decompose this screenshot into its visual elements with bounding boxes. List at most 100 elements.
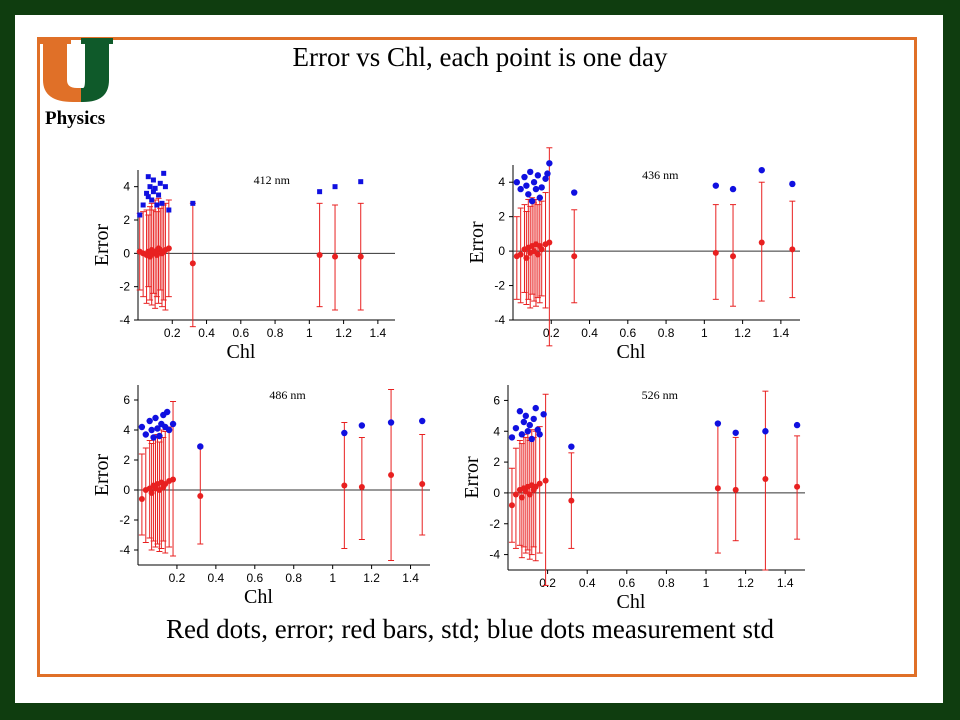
logo-text: Physics <box>45 108 106 129</box>
measurement-std-point <box>152 185 158 191</box>
x-tick-label: 1 <box>701 326 708 340</box>
measurement-std-point <box>145 194 151 200</box>
measurement-std-point <box>714 420 722 427</box>
measurement-std-point <box>150 177 156 183</box>
error-point <box>526 491 533 498</box>
measurement-std-point <box>517 185 524 193</box>
measurement-std-point <box>525 191 532 198</box>
y-tick-label: 6 <box>123 393 130 407</box>
error-point <box>568 497 575 504</box>
error-point <box>730 253 737 260</box>
y-axis-label: Error <box>91 454 113 497</box>
measurement-std-point <box>520 418 528 426</box>
measurement-std-point <box>150 189 156 195</box>
error-point <box>538 246 545 253</box>
x-tick-label: 0.8 <box>658 326 675 340</box>
chart-panel-412nm: 4 2 0 -2 -4 0.2 0.4 0.6 0.8 1 1.2 1.4 Error Chl 412 nm <box>90 160 410 363</box>
x-tick-label: 0.4 <box>208 571 225 585</box>
y-tick-label: -2 <box>489 517 500 531</box>
chart-panel-436nm: 4 2 0 -2 -4 0.2 0.4 0.6 0.8 1 1.2 1.4 Error Chl 436 nm <box>465 147 810 363</box>
y-tick-label: 6 <box>493 393 500 407</box>
x-tick-label: 0.2 <box>543 326 560 340</box>
measurement-std-point <box>159 200 165 206</box>
measurement-std-point <box>538 184 545 191</box>
measurement-std-point <box>546 160 553 167</box>
panel-title: 486 nm <box>269 388 306 402</box>
measurement-std-point <box>758 166 765 174</box>
measurement-std-point <box>762 428 769 435</box>
x-tick-label: 0.4 <box>198 326 215 340</box>
measurement-std-point <box>513 179 521 186</box>
measurement-std-point <box>142 431 149 438</box>
measurement-std-point <box>530 415 537 423</box>
x-tick-label: 1 <box>703 576 710 590</box>
measurement-std-point <box>387 419 395 426</box>
measurement-std-point <box>536 194 543 201</box>
error-point <box>332 253 339 260</box>
x-tick-label: 0.4 <box>579 576 596 590</box>
y-axis-label: Error <box>466 221 488 264</box>
error-point <box>546 239 553 246</box>
error-point <box>517 251 524 258</box>
university-logo <box>33 32 143 132</box>
measurement-std-point <box>140 202 146 208</box>
y-tick-label: 4 <box>123 423 130 437</box>
measurement-std-point <box>508 434 516 441</box>
measurement-std-point <box>540 411 547 418</box>
measurement-std-point <box>146 417 153 425</box>
measurement-std-point <box>157 180 163 186</box>
x-tick-label: 0.6 <box>619 326 636 340</box>
x-tick-label: 1.2 <box>737 576 754 590</box>
measurement-std-point <box>152 414 159 422</box>
measurement-std-point <box>148 426 155 434</box>
error-point <box>534 251 541 258</box>
panel-title: 436 nm <box>642 168 679 182</box>
slide-title: Error vs Chl, each point is one day <box>292 42 668 72</box>
measurement-std-point <box>156 192 162 198</box>
y-tick-label: 2 <box>123 453 130 467</box>
x-tick-label: 0.6 <box>232 326 249 340</box>
measurement-std-point <box>729 185 737 193</box>
measurement-std-point <box>793 421 801 429</box>
measurement-std-point <box>528 197 536 205</box>
x-axis-label: Chl <box>244 586 273 608</box>
measurement-std-point <box>532 404 539 412</box>
x-tick-label: 0.4 <box>581 326 598 340</box>
measurement-std-point <box>166 207 172 213</box>
chart-svg: 4 2 0 -2 -4 0.2 0.4 0.6 0.8 1 1.2 1.4 Error Chl 436 nm <box>466 147 800 363</box>
error-point <box>138 496 145 502</box>
x-tick-label: 1.4 <box>777 576 794 590</box>
x-tick-label: 0.6 <box>618 576 635 590</box>
error-point <box>531 248 538 255</box>
measurement-std-point <box>542 175 549 182</box>
measurement-std-point <box>544 170 551 177</box>
chart-svg: 6 4 2 0 -2 -4 0.2 0.4 0.6 0.8 1 1.2 1.4 Error Chl 486 n… <box>91 385 430 608</box>
error-point <box>165 245 172 252</box>
y-tick-label: 4 <box>493 424 500 438</box>
x-tick-label: 1.4 <box>402 571 419 585</box>
measurement-std-point <box>147 184 153 190</box>
y-tick-label: -2 <box>119 513 130 527</box>
measurement-std-point <box>162 184 168 190</box>
measurement-std-point <box>789 180 796 188</box>
y-tick-label: 0 <box>123 483 130 497</box>
x-tick-label: 1.4 <box>370 326 387 340</box>
measurement-std-point <box>532 185 540 193</box>
x-axis-label: Chl <box>227 341 256 363</box>
x-tick-label: 1.2 <box>335 326 352 340</box>
measurement-std-point <box>571 189 578 196</box>
panel-title: 526 nm <box>642 388 679 402</box>
chart-svg: 4 2 0 -2 -4 0.2 0.4 0.6 0.8 1 1.2 1.4 Error Chl 412 nm <box>91 170 395 363</box>
y-tick-label: -4 <box>119 313 130 327</box>
measurement-std-point <box>732 429 739 436</box>
y-tick-label: -2 <box>119 280 130 294</box>
measurement-std-point <box>523 182 530 189</box>
measurement-std-point <box>154 425 161 432</box>
x-tick-label: 0.6 <box>246 571 263 585</box>
measurement-std-point <box>150 434 157 441</box>
measurement-std-point <box>149 197 155 203</box>
measurement-std-point <box>137 212 143 218</box>
error-point <box>536 480 543 487</box>
y-tick-label: -2 <box>494 279 505 293</box>
measurement-std-point <box>165 426 173 434</box>
